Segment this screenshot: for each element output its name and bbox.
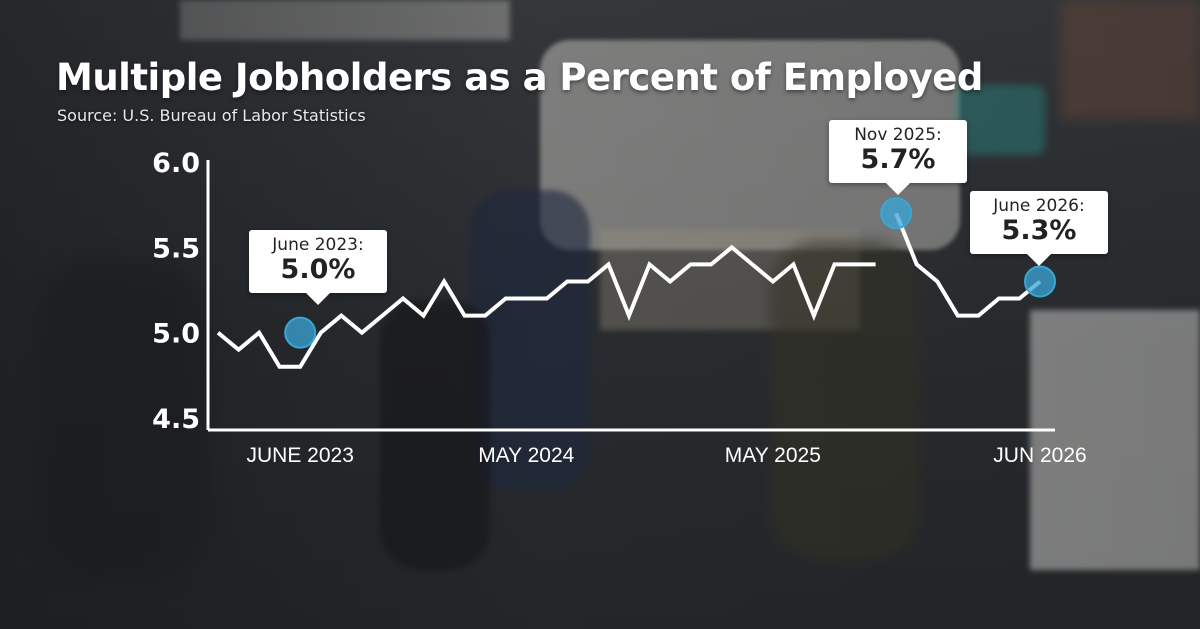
callout-june-2023: June 2023: 5.0% <box>249 230 387 305</box>
x-tick-label: JUNE 2023 <box>247 444 354 467</box>
series-line <box>216 244 876 369</box>
chart-source: Source: U.S. Bureau of Labor Statistics <box>57 106 366 125</box>
callout-label: June 2023: <box>272 235 364 255</box>
callout-label: Nov 2025: <box>854 125 942 145</box>
callout-label: June 2026: <box>993 196 1085 216</box>
y-tick-label: 6.0 <box>152 148 200 179</box>
y-tick-label: 4.5 <box>152 404 200 435</box>
series-line <box>894 212 1042 318</box>
y-tick-label: 5.5 <box>152 233 200 264</box>
callout-nov-2025: Nov 2025: 5.7% <box>829 120 967 195</box>
x-tick-label: MAY 2025 <box>725 444 821 467</box>
chart-title: Multiple Jobholders as a Percent of Empl… <box>56 56 983 99</box>
callout-value: 5.7% <box>860 144 936 175</box>
x-tick-label: MAY 2024 <box>478 444 574 467</box>
callout-value: 5.0% <box>280 254 356 285</box>
highlight-marker <box>880 197 913 230</box>
callout-value: 5.3% <box>1001 215 1077 246</box>
highlight-marker <box>1024 265 1056 298</box>
highlight-marker <box>284 316 317 349</box>
x-tick-label: JUN 2026 <box>993 444 1086 467</box>
callout-june-2026: June 2026: 5.3% <box>970 191 1108 266</box>
y-tick-label: 5.0 <box>152 319 200 350</box>
